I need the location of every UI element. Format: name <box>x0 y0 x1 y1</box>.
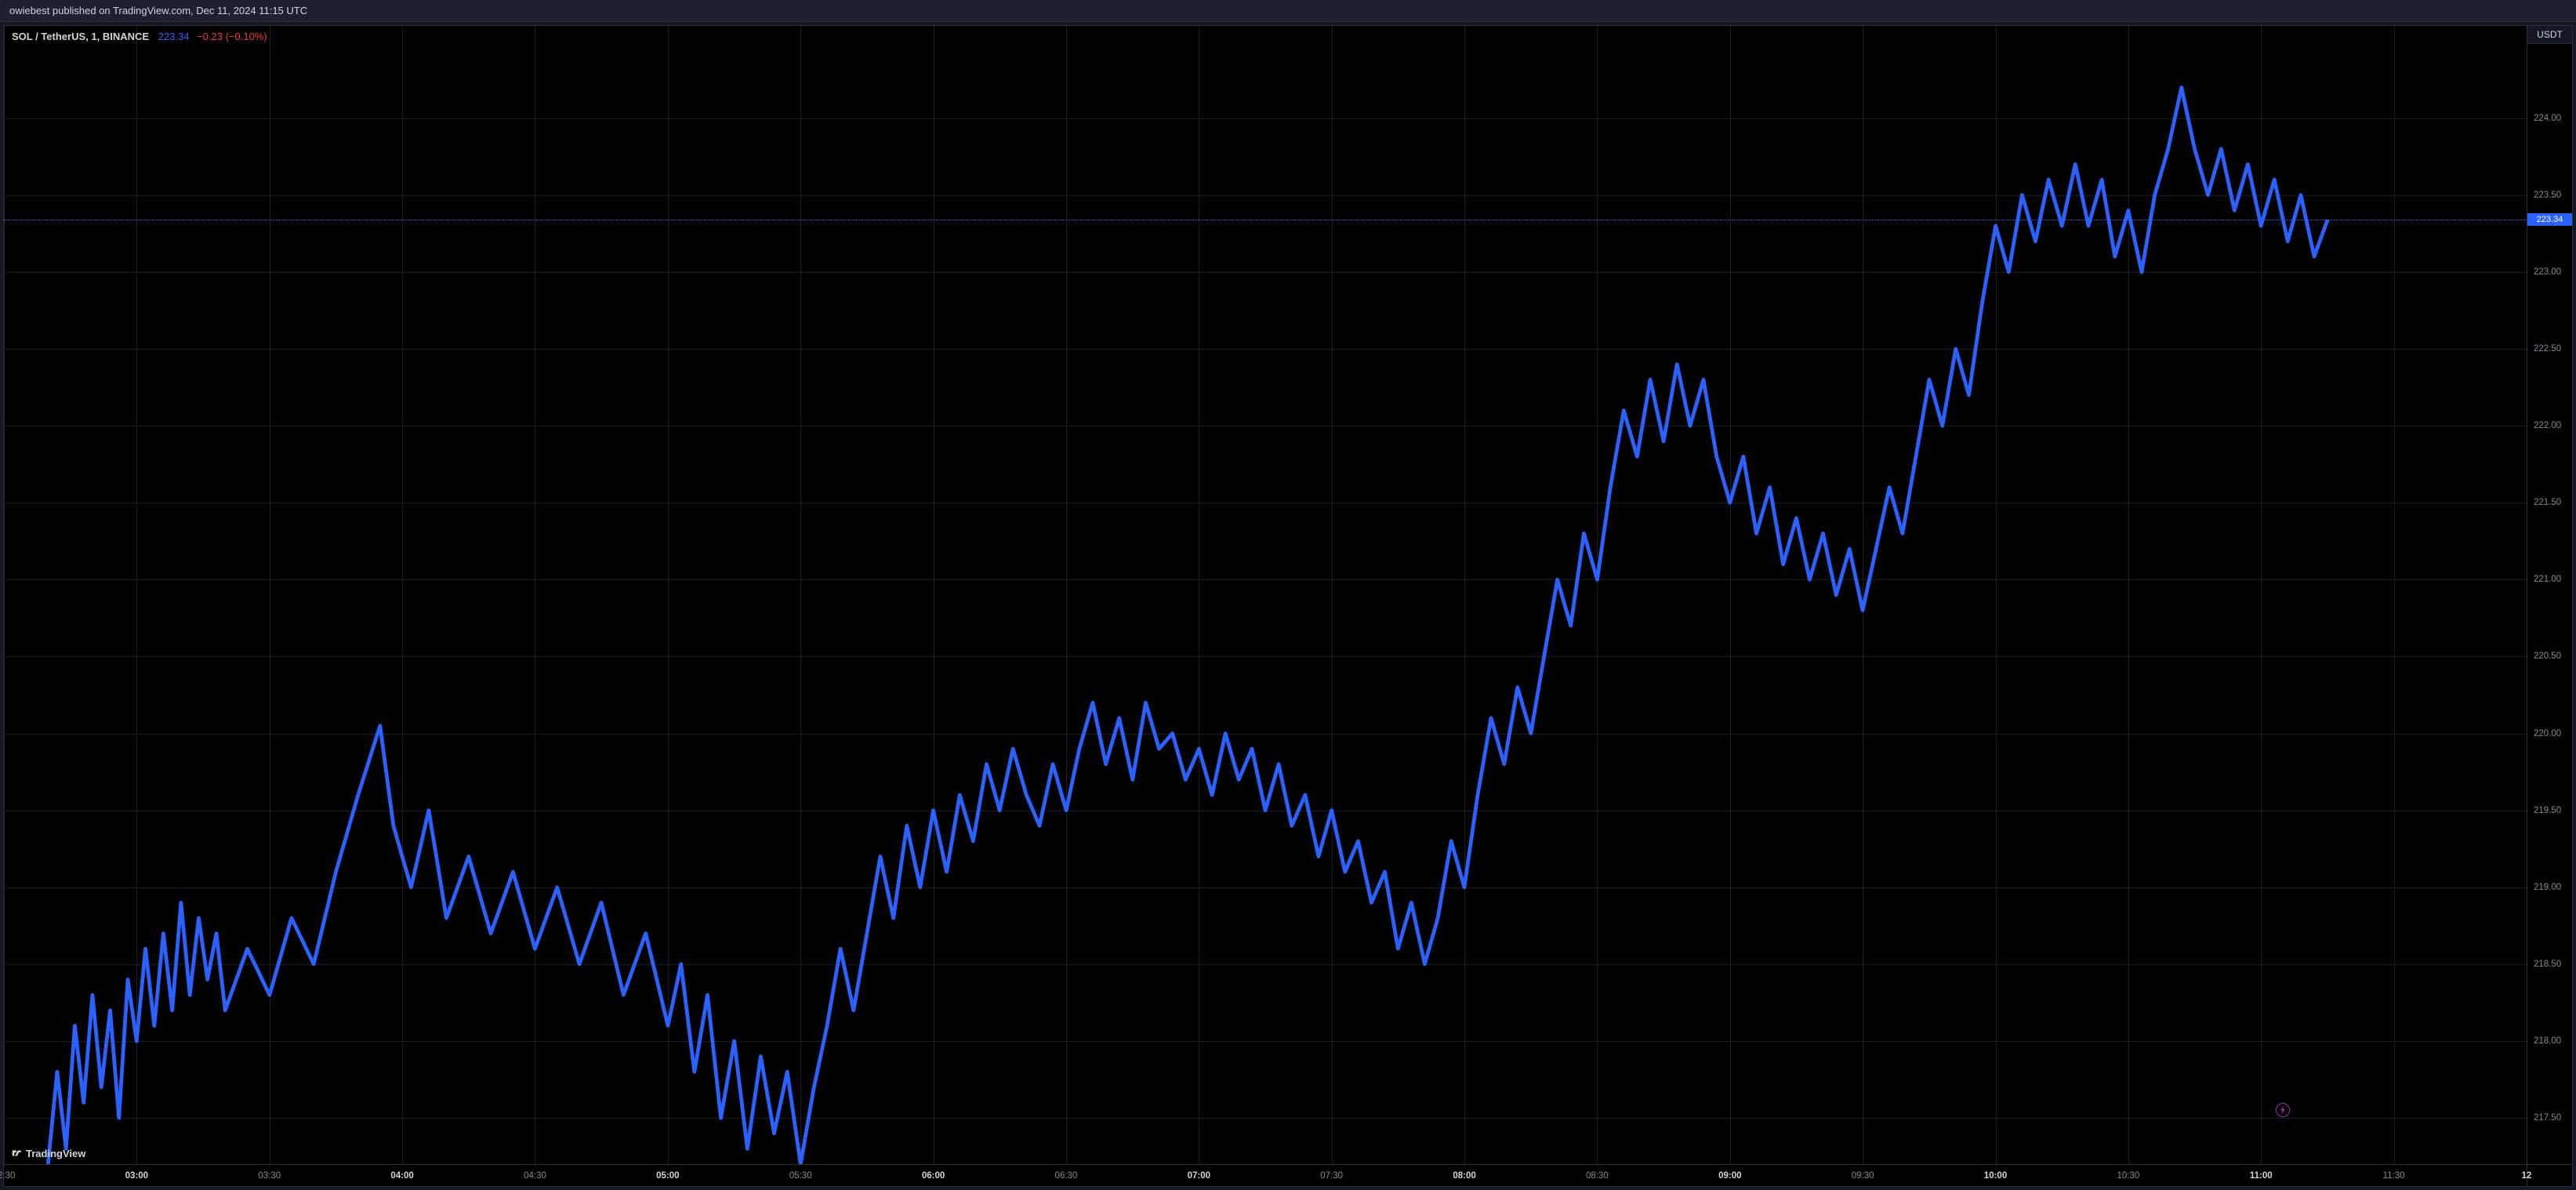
y-tick-label: 222.00 <box>2534 421 2561 430</box>
banner-text: owiebest published on TradingView.com, D… <box>9 5 307 16</box>
x-tick-label: 05:00 <box>656 1171 679 1181</box>
y-tick-label: 218.00 <box>2534 1036 2561 1046</box>
chart-container: SOL / TetherUS, 1, BINANCE 223.34 −0.23 … <box>3 25 2573 1187</box>
y-tick-label: 222.50 <box>2534 344 2561 354</box>
y-tick-label: 224.00 <box>2534 114 2561 123</box>
x-tick-label: 05:30 <box>789 1171 812 1181</box>
price-change: −0.23 (−0.10%) <box>197 31 267 42</box>
y-axis[interactable]: USDT 217.50 218.00 218.50 219.00 219.50 220.0… <box>2527 26 2572 1164</box>
y-tick-label: 217.50 <box>2534 1113 2561 1123</box>
x-tick-label: 07:00 <box>1188 1171 1210 1181</box>
x-tick-label: 03:00 <box>125 1171 148 1181</box>
x-tick-label: 04:30 <box>524 1171 546 1181</box>
axis-corner <box>2527 1165 2572 1186</box>
x-tick-label: 10:30 <box>2117 1171 2140 1181</box>
y-tick-label: 219.50 <box>2534 806 2561 815</box>
x-tick-label: 09:00 <box>1718 1171 1741 1181</box>
y-tick-label: 218.50 <box>2534 960 2561 969</box>
last-price: 223.34 <box>158 31 190 42</box>
x-tick-label: 04:00 <box>390 1171 413 1181</box>
plot-area[interactable]: SOL / TetherUS, 1, BINANCE 223.34 −0.23 … <box>4 26 2527 1164</box>
y-tick-label: 220.00 <box>2534 729 2561 738</box>
x-tick-label: 12 <box>2522 1171 2532 1181</box>
x-tick-label: 11:30 <box>2383 1171 2405 1181</box>
x-tick-label: 09:30 <box>1852 1171 1874 1181</box>
y-tick-label: 221.00 <box>2534 575 2561 584</box>
y-tick-label: 221.50 <box>2534 498 2561 507</box>
x-tick-label: 03:30 <box>258 1171 281 1181</box>
x-tick-label: 08:00 <box>1453 1171 1475 1181</box>
x-tick-label: 08:30 <box>1586 1171 1609 1181</box>
x-tick-label: 10:00 <box>1984 1171 2007 1181</box>
tradingview-logo-icon <box>10 1147 23 1159</box>
brand-label: TradingView <box>26 1148 85 1159</box>
publish-banner: owiebest published on TradingView.com, D… <box>0 0 2576 22</box>
y-tick-label: 220.50 <box>2534 651 2561 661</box>
x-tick-label: 06:30 <box>1055 1171 1078 1181</box>
x-tick-label: 06:00 <box>922 1171 945 1181</box>
x-tick-label: 11:00 <box>2250 1171 2273 1181</box>
y-tick-label: 223.00 <box>2534 267 2561 277</box>
current-price-tag: 223.34 <box>2527 213 2572 226</box>
symbol-label: SOL / TetherUS, 1, BINANCE <box>12 31 149 42</box>
x-axis[interactable]: 02:3003:0003:3004:0004:3005:0005:3006:00… <box>4 1165 2527 1186</box>
y-tick-label: 223.50 <box>2534 190 2561 200</box>
x-tick-label: 07:30 <box>1320 1171 1343 1181</box>
symbol-info: SOL / TetherUS, 1, BINANCE 223.34 −0.23 … <box>12 31 267 42</box>
price-line-series <box>4 26 2527 1164</box>
y-axis-header: USDT <box>2527 26 2572 44</box>
tradingview-watermark[interactable]: TradingView <box>10 1147 85 1159</box>
y-tick-label: 219.00 <box>2534 883 2561 892</box>
x-tick-label: 02:30 <box>0 1171 15 1181</box>
